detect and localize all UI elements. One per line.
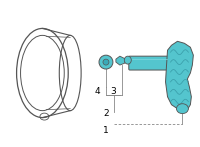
Ellipse shape <box>99 55 113 69</box>
Text: 4: 4 <box>94 87 100 96</box>
Text: 3: 3 <box>110 87 116 96</box>
Polygon shape <box>166 41 193 112</box>
Ellipse shape <box>103 59 109 65</box>
Text: 2: 2 <box>103 109 109 118</box>
Text: 1: 1 <box>103 126 109 135</box>
Ellipse shape <box>176 104 188 114</box>
FancyBboxPatch shape <box>129 56 170 70</box>
Polygon shape <box>116 56 126 65</box>
Ellipse shape <box>124 56 131 64</box>
